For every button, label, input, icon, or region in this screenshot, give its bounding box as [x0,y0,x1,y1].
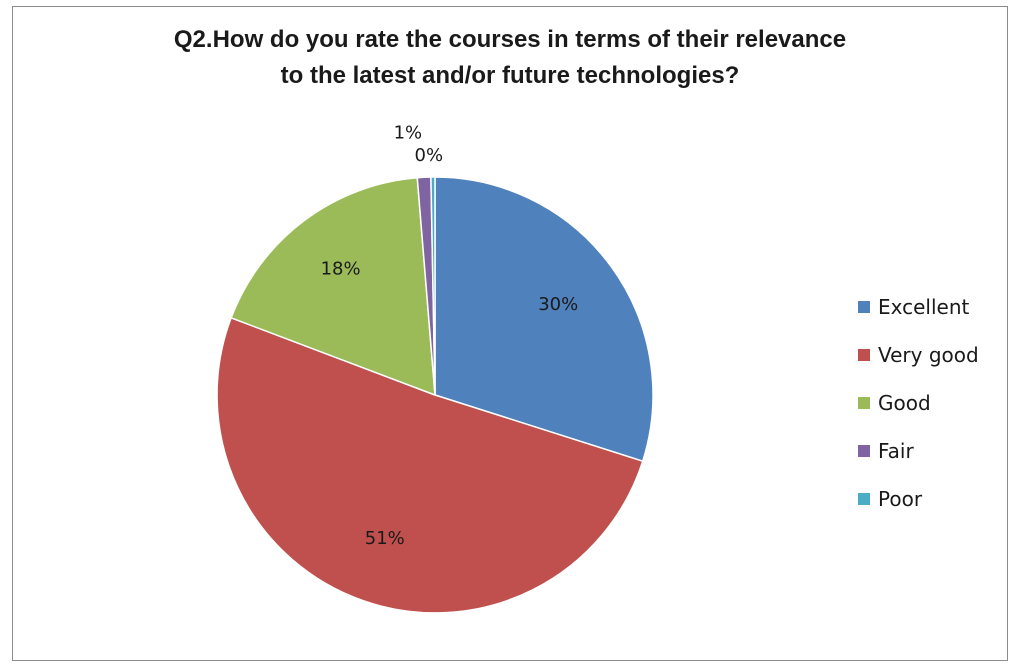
data-label-excellent: 30% [538,294,578,315]
pie-slice-poor [430,176,436,396]
legend-label: Fair [878,439,914,463]
data-label-good: 18% [321,259,361,280]
legend-label: Good [878,391,931,415]
legend-label: Excellent [878,295,970,319]
legend-swatch [858,493,870,505]
legend-item-poor: Poor [858,475,979,523]
data-label-very-good: 51% [365,528,405,549]
legend-item-fair: Fair [858,427,979,475]
legend-swatch [858,349,870,361]
data-label-poor: 0% [415,145,444,166]
legend-item-excellent: Excellent [858,283,979,331]
legend-item-very-good: Very good [858,331,979,379]
legend-label: Poor [878,487,923,511]
legend-swatch [858,445,870,457]
legend-swatch [858,301,870,313]
legend-swatch [858,397,870,409]
legend-item-good: Good [858,379,979,427]
pie-slice-very-good [216,316,644,614]
pie-slice-good [230,176,436,397]
chart-title-line-2: to the latest and/or future technologies… [280,62,740,89]
chart-title: Q2.How do you rate the courses in terms … [0,22,1020,94]
data-label-fair: 1% [394,123,423,144]
legend-label: Very good [878,343,979,367]
chart-title-line-1: Q2.How do you rate the courses in terms … [173,26,847,53]
pie-slice-excellent [434,176,654,463]
legend: Excellent Very good Good Fair Poor [858,283,979,523]
